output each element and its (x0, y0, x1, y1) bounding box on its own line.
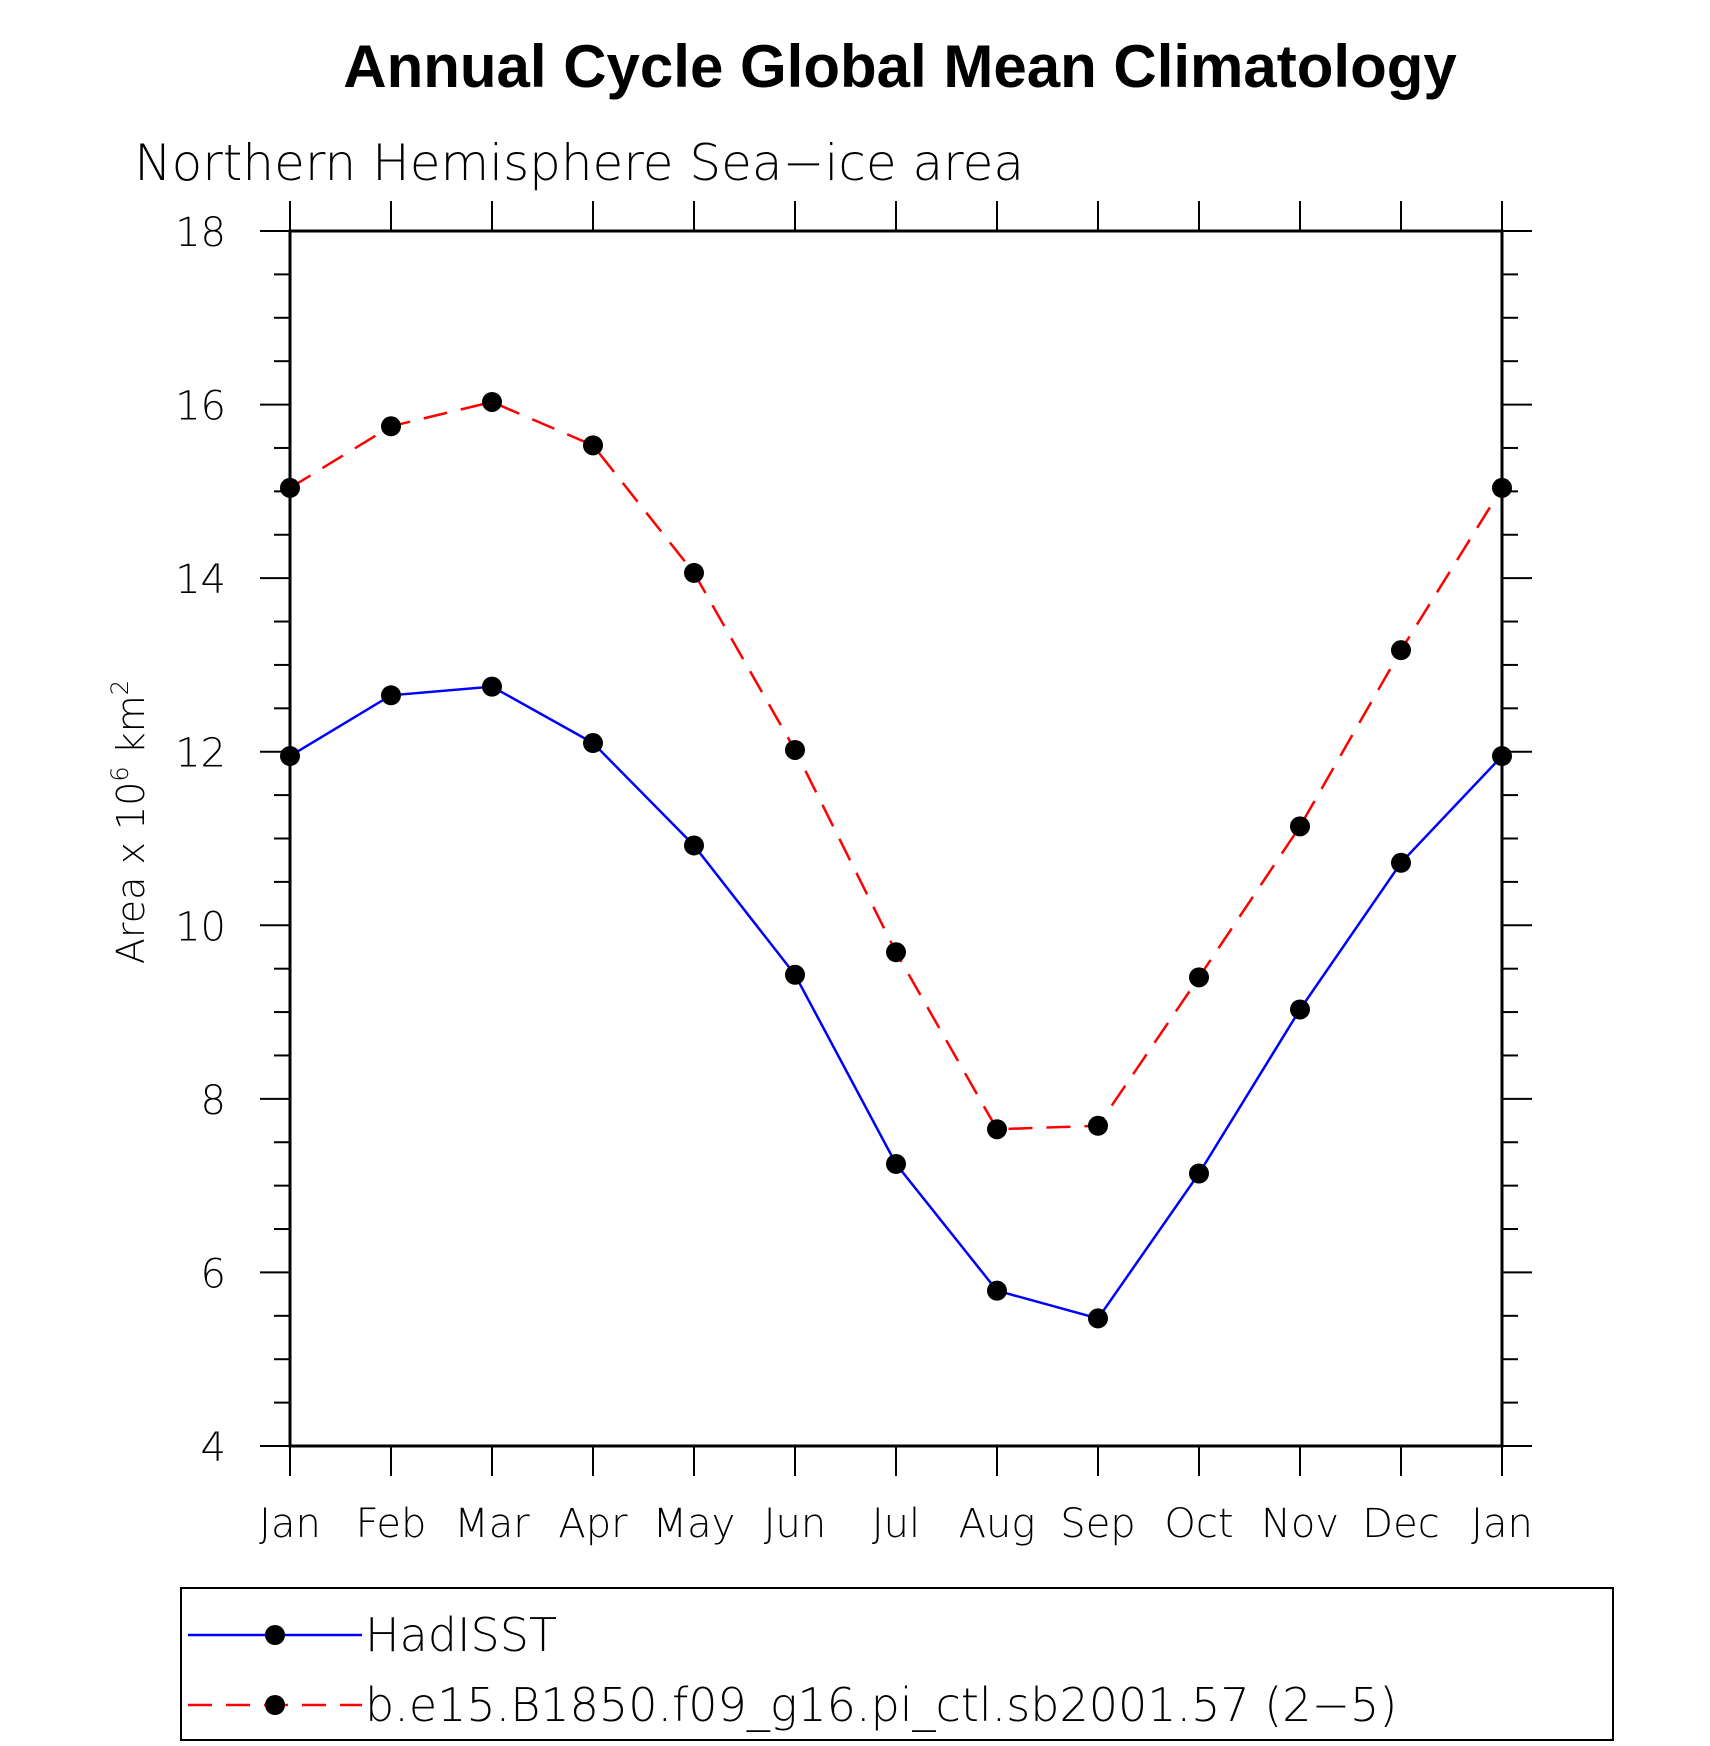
series-0-point (1088, 1308, 1108, 1329)
series-1-point (1492, 477, 1512, 498)
series-0-point (886, 1153, 906, 1174)
series-1-point (583, 435, 603, 456)
series-0-point (482, 676, 502, 697)
legend-marker-0 (265, 1625, 285, 1645)
x-tick-label: Jul (872, 1501, 920, 1547)
y-tick-label: 8 (201, 1078, 226, 1124)
series-0-point (280, 746, 300, 767)
x-tick-label: Apr (558, 1501, 628, 1547)
y-tick-label: 10 (175, 904, 226, 950)
series-0-point (987, 1280, 1007, 1301)
series-1-point (1189, 967, 1209, 988)
x-tick-label: Sep (1060, 1501, 1135, 1547)
chart-title: Annual Cycle Global Mean Climatology (343, 33, 1457, 100)
series-1-point (987, 1119, 1007, 1140)
plot-axes: 4 6 8 10 12 14 16 18 Jan Feb Mar Apr May Jun Jul Aug Sep… (175, 201, 1533, 1547)
chart-subtitle: Northern Hemisphere Sea−ice area (134, 134, 1024, 192)
x-tick-label: Mar (454, 1501, 530, 1547)
y-tick-label: 16 (175, 384, 226, 430)
x-tick-label: Dec (1362, 1501, 1439, 1547)
x-tick-label: Jan (259, 1501, 321, 1547)
legend-marker-1 (265, 1695, 285, 1715)
y-tick-label: 6 (201, 1251, 226, 1297)
series-0-point (684, 835, 704, 856)
x-tick-label: Nov (1261, 1501, 1339, 1547)
series-0-point (1492, 746, 1512, 767)
series-1-point (785, 739, 805, 760)
y-tick-label: 4 (201, 1425, 226, 1471)
legend-label-0: HadISST (365, 1608, 557, 1662)
series-0-point (1189, 1163, 1209, 1184)
y-tick-label: 14 (175, 557, 226, 603)
series-1-point (482, 391, 502, 412)
legend: HadISST b.e15.B1850.f09_g16.pi_ctl.sb2001… (188, 1608, 1397, 1732)
x-tick-label: May (653, 1501, 736, 1547)
series-0-point (381, 685, 401, 706)
x-tick-label: Feb (356, 1501, 427, 1547)
y-tick-label: 12 (175, 731, 226, 777)
series-0-point (1391, 852, 1411, 873)
series-line-1 (289, 400, 1504, 1131)
x-tick-label: Oct (1164, 1501, 1233, 1547)
x-tick-label: Jun (764, 1501, 827, 1547)
y-axis-label: Area x 106 km2 (106, 680, 153, 964)
legend-label-1: b.e15.B1850.f09_g16.pi_ctl.sb2001.57 (2−… (365, 1678, 1397, 1732)
series-0-point (583, 733, 603, 754)
series-1-point (1088, 1115, 1108, 1136)
series-line-0 (289, 685, 1503, 1320)
series-1-point (1391, 640, 1411, 661)
series-1-point (1290, 816, 1310, 837)
series-0-point (1290, 999, 1310, 1020)
x-tick-label: Jan (1471, 1501, 1533, 1547)
x-tick-label: Aug (959, 1501, 1036, 1547)
series-0-point (785, 964, 805, 985)
y-tick-label: 18 (175, 210, 226, 256)
series-1-point (684, 562, 704, 583)
series-1-point (280, 477, 300, 498)
plot-frame (288, 229, 1504, 1448)
series-1-point (381, 416, 401, 437)
legend-box (180, 1587, 1614, 1741)
series-layer (280, 391, 1512, 1329)
series-1-point (886, 942, 906, 963)
